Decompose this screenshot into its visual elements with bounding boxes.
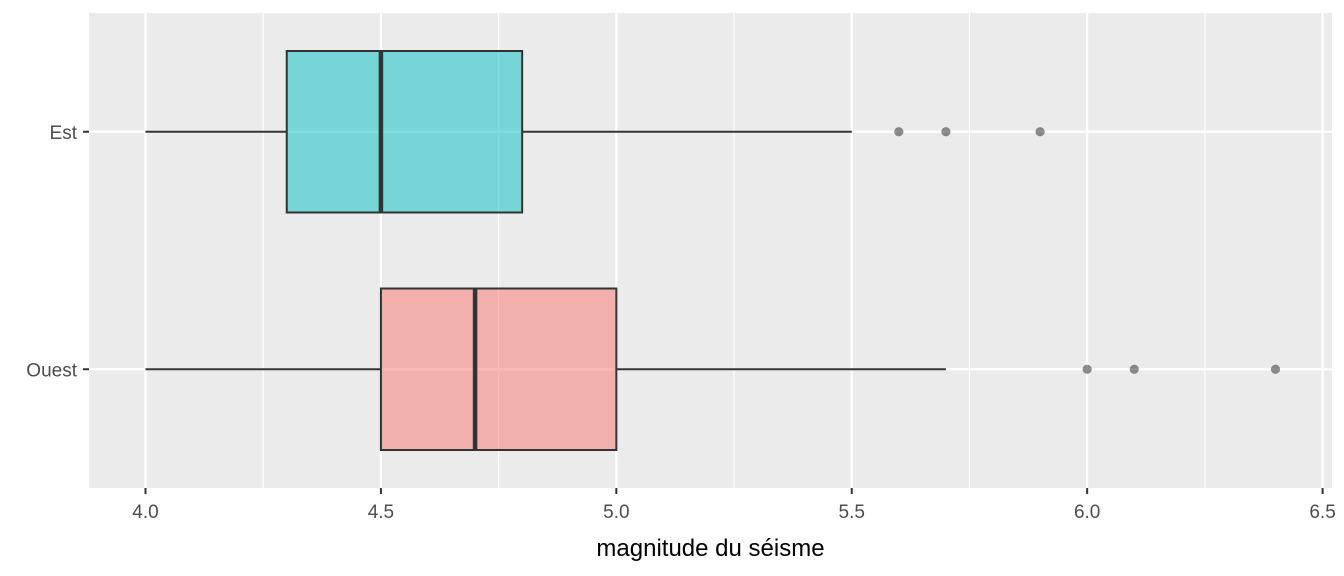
x-tick-label: 5.0	[603, 502, 629, 523]
y-tick-label: Ouest	[26, 360, 77, 381]
boxes-layer	[145, 50, 1281, 451]
plot-panel	[89, 13, 1332, 488]
outlier-point	[894, 127, 904, 137]
outlier-point	[941, 127, 951, 137]
outlier-point	[1082, 364, 1092, 374]
x-axis-title: magnitude du séisme	[596, 535, 824, 562]
x-axis: 4.0 4.5 5.0 5.5 6.0 6.5	[132, 488, 1336, 523]
outlier-point	[1270, 364, 1281, 374]
y-axis: Est Ouest	[26, 123, 89, 381]
x-tick-label: 5.5	[839, 502, 865, 523]
box-ouest	[145, 287, 1281, 451]
x-tick-label: 6.0	[1074, 502, 1100, 523]
outlier-point	[1129, 364, 1139, 374]
y-tick-label: Est	[50, 123, 78, 144]
box-iqr	[285, 50, 524, 214]
box-iqr	[379, 287, 618, 451]
x-tick-label: 6.5	[1309, 502, 1335, 523]
x-tick-label: 4.0	[132, 502, 158, 523]
x-tick-label: 4.5	[368, 502, 394, 523]
box-est	[145, 50, 1045, 214]
outlier-point	[1035, 127, 1045, 137]
